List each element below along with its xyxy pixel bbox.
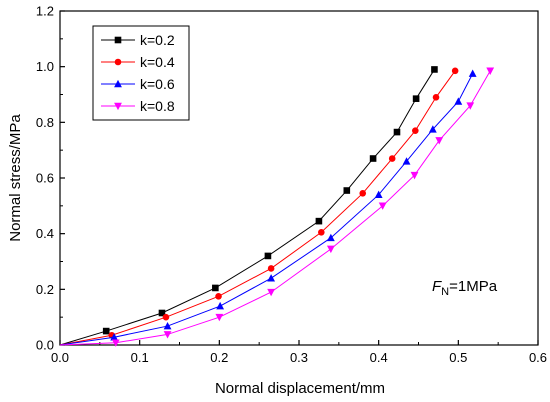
legend-label: k=0.8 (140, 98, 175, 114)
data-point (163, 331, 172, 339)
data-point (267, 288, 276, 297)
x-tick-label: 0.1 (131, 350, 149, 365)
data-point (264, 252, 272, 260)
x-tick-label: 0.3 (290, 350, 308, 365)
legend-box (92, 25, 190, 121)
axes: 0.0 0.1 0.2 0.3 0.4 0.5 0.6 0.0 0.2 0.4 0.6 0.8 1.0 1… (36, 4, 547, 366)
x-tick-label: 0.0 (51, 350, 69, 365)
data-point (393, 128, 401, 136)
y-tick-label: 0.4 (36, 226, 54, 241)
legend-entry: k=0.2 (101, 32, 175, 48)
data-point (412, 95, 420, 102)
series-k=0.6 (59, 69, 477, 346)
x-tick-label: 0.5 (449, 350, 467, 365)
y-tick-label: 0.6 (36, 171, 54, 186)
legend-marker (114, 102, 122, 111)
data-point (374, 190, 383, 198)
data-point (326, 245, 335, 254)
y-tick-label: 0.8 (36, 115, 54, 130)
data-point (343, 187, 351, 194)
data-point (466, 102, 475, 110)
y-axis-label: Normal stress/MPa (7, 114, 24, 242)
y-tick-label: 0.0 (36, 338, 54, 353)
legend-entry: k=0.8 (101, 98, 175, 114)
annotation-italic: F (432, 278, 442, 295)
data-point (215, 292, 222, 300)
data-point (163, 321, 172, 330)
annotation-sub: N (441, 286, 449, 298)
y-tick-label: 0.2 (36, 282, 54, 297)
data-point (410, 171, 419, 180)
legend-label: k=0.4 (140, 54, 175, 70)
legend-marker (114, 58, 122, 66)
data-point (315, 217, 323, 225)
series-k=0.8 (59, 67, 495, 347)
x-tick-label: 0.2 (210, 350, 228, 365)
data-point (359, 190, 367, 197)
x-tick-label: 0.6 (529, 350, 547, 365)
data-point (110, 333, 119, 341)
data-point (428, 125, 437, 133)
series-k=0.4 (59, 67, 459, 346)
data-point (102, 327, 110, 335)
data-point (111, 339, 120, 347)
data-point (326, 233, 335, 242)
data-point (216, 301, 225, 310)
data-point (412, 127, 419, 134)
series-layer (59, 66, 495, 347)
data-point (451, 67, 459, 75)
y-tick-label: 1.2 (36, 4, 54, 19)
data-point (378, 202, 387, 210)
series-k=0.2 (59, 66, 438, 346)
x-tick-label: 0.4 (370, 350, 388, 365)
data-point (267, 265, 275, 272)
data-point (402, 157, 411, 165)
legend: k=0.2 k=0.4 k=0.6 k=0.8 (92, 25, 190, 121)
annotation: FN=1MPa (432, 278, 498, 298)
data-point (158, 309, 166, 317)
annotation-rest: =1MPa (449, 278, 498, 295)
x-axis-label: Normal displacement/mm (215, 380, 385, 397)
data-point (212, 284, 219, 292)
legend-marker (114, 36, 122, 44)
data-point (435, 137, 444, 145)
data-point (432, 93, 440, 101)
y-tick-label: 1.0 (36, 59, 54, 74)
data-point (318, 228, 325, 236)
data-point (215, 313, 224, 322)
data-point (369, 155, 377, 162)
legend-entry: k=0.6 (101, 76, 175, 92)
data-point (468, 69, 477, 77)
data-point (388, 155, 396, 162)
data-point (454, 97, 463, 105)
data-point (267, 274, 276, 282)
legend-entry: k=0.4 (101, 54, 175, 70)
data-point (486, 67, 495, 75)
data-point (162, 313, 170, 321)
legend-label: k=0.2 (140, 32, 175, 48)
data-point (431, 66, 438, 73)
legend-marker (114, 79, 122, 88)
legend-label: k=0.6 (140, 76, 175, 92)
